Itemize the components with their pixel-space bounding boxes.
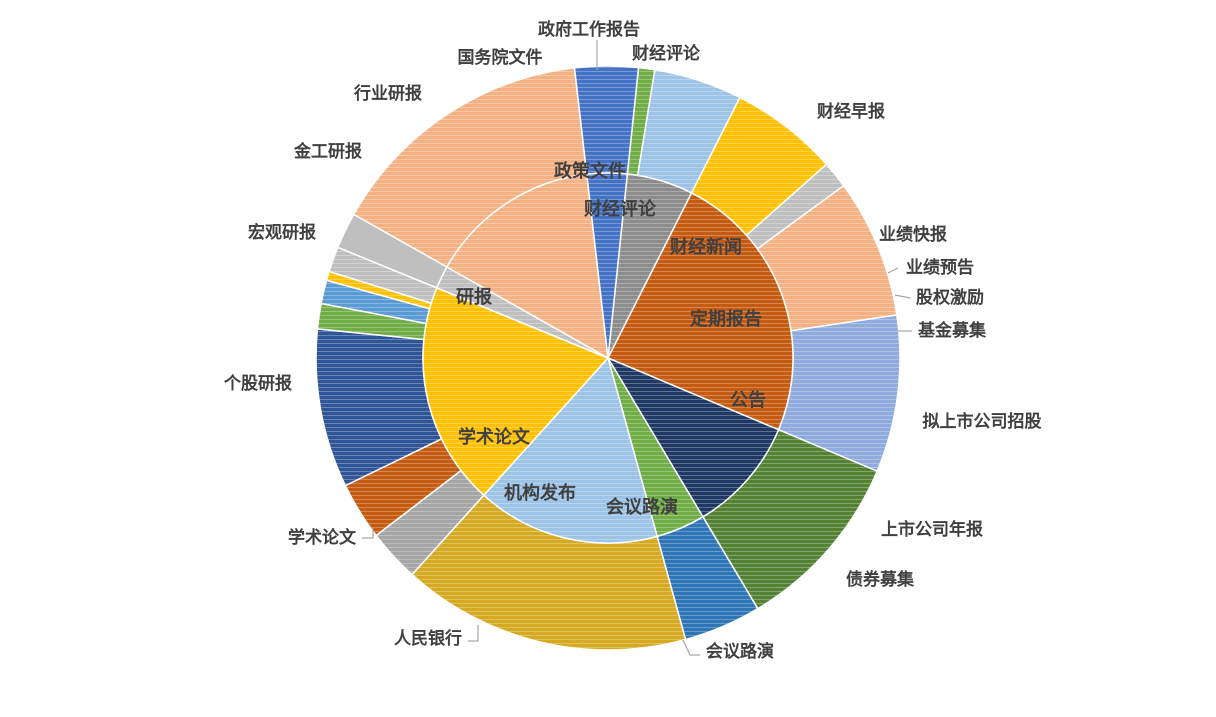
outer-segment-texture-2 — [691, 97, 827, 236]
outer-segment-texture-7 — [657, 516, 758, 640]
outer-ring — [315, 65, 901, 651]
leader-line-6 — [362, 528, 374, 539]
outer-segment-texture-5 — [778, 314, 900, 472]
inner-segment-texture-8 — [586, 172, 628, 358]
inner-label-4: 会议路演 — [606, 496, 678, 518]
inner-segment-texture-4 — [483, 358, 658, 543]
outer-segment-texture-8 — [412, 495, 686, 650]
outer-label-11: 拟上市公司招股 — [923, 411, 1042, 432]
outer-label-7: 人民银行 — [394, 628, 462, 649]
outer-segment-texture-10 — [345, 438, 462, 536]
outer-label-14: 业绩预告 — [906, 257, 974, 278]
outer-segment-texture-3 — [746, 164, 844, 249]
labels: 政策文件政府工作报告国务院文件研报行业研报金工研报宏观研报个股研报学术论文学术论… — [223, 19, 1042, 662]
outer-segment-texture-17 — [574, 66, 639, 175]
inner-segment-texture-0 — [608, 174, 692, 358]
inner-label-0: 政策文件 — [554, 160, 626, 182]
outer-segment-texture-1 — [637, 69, 740, 193]
outer-label-1: 国务院文件 — [458, 47, 543, 68]
outer-label-10: 上市公司年报 — [881, 519, 983, 540]
outer-segment-texture-16 — [353, 67, 587, 267]
leader-line-8 — [682, 639, 700, 656]
outer-label-17: 财经评论 — [631, 43, 701, 64]
leader-line-14 — [887, 267, 899, 274]
outer-segment-texture-4 — [757, 185, 897, 331]
outer-segment-texture-0 — [627, 67, 655, 176]
inner-segment-texture-2 — [608, 358, 779, 517]
inner-segment-texture-6 — [436, 266, 608, 358]
outer-label-3: 金工研报 — [293, 141, 362, 162]
leader-line-7 — [468, 625, 479, 642]
outer-label-16: 财经早报 — [816, 101, 885, 122]
outer-segment-texture-12 — [317, 303, 427, 340]
outer-label-12: 基金募集 — [917, 320, 987, 341]
inner-label-1: 研报 — [456, 286, 492, 308]
outer-label-9: 债券募集 — [846, 569, 915, 590]
outer-label-0: 政府工作报告 — [538, 19, 640, 40]
inner-label-2: 学术论文 — [458, 426, 531, 448]
inner-ring — [422, 172, 794, 544]
outer-segment-texture-13 — [321, 280, 430, 324]
outer-segment-texture-6 — [702, 429, 878, 609]
inner-label-5: 公告 — [730, 389, 766, 411]
inner-segment-texture-1 — [608, 192, 794, 430]
outer-label-2: 行业研报 — [353, 83, 422, 104]
inner-segment-texture-3 — [608, 358, 703, 537]
outer-label-4: 宏观研报 — [248, 222, 316, 243]
outer-label-6: 学术论文 — [288, 527, 357, 548]
outer-segment-texture-9 — [376, 470, 484, 575]
outer-segment-texture-15 — [329, 247, 437, 304]
inner-label-7: 财经新闻 — [670, 236, 742, 258]
outer-label-15: 业绩快报 — [879, 224, 947, 245]
outer-label-13: 股权激励 — [916, 287, 984, 308]
inner-label-6: 定期报告 — [690, 308, 762, 330]
outer-label-8: 会议路演 — [706, 641, 774, 662]
inner-segment-texture-7 — [446, 174, 608, 358]
inner-label-8: 财经评论 — [584, 198, 657, 220]
inner-label-3: 机构发布 — [504, 482, 576, 504]
leader-line-13 — [894, 294, 911, 299]
leader-lines — [362, 40, 912, 656]
outer-segment-texture-11 — [316, 328, 442, 486]
outer-segment-texture-14 — [326, 271, 432, 309]
outer-label-5: 个股研报 — [223, 373, 292, 394]
